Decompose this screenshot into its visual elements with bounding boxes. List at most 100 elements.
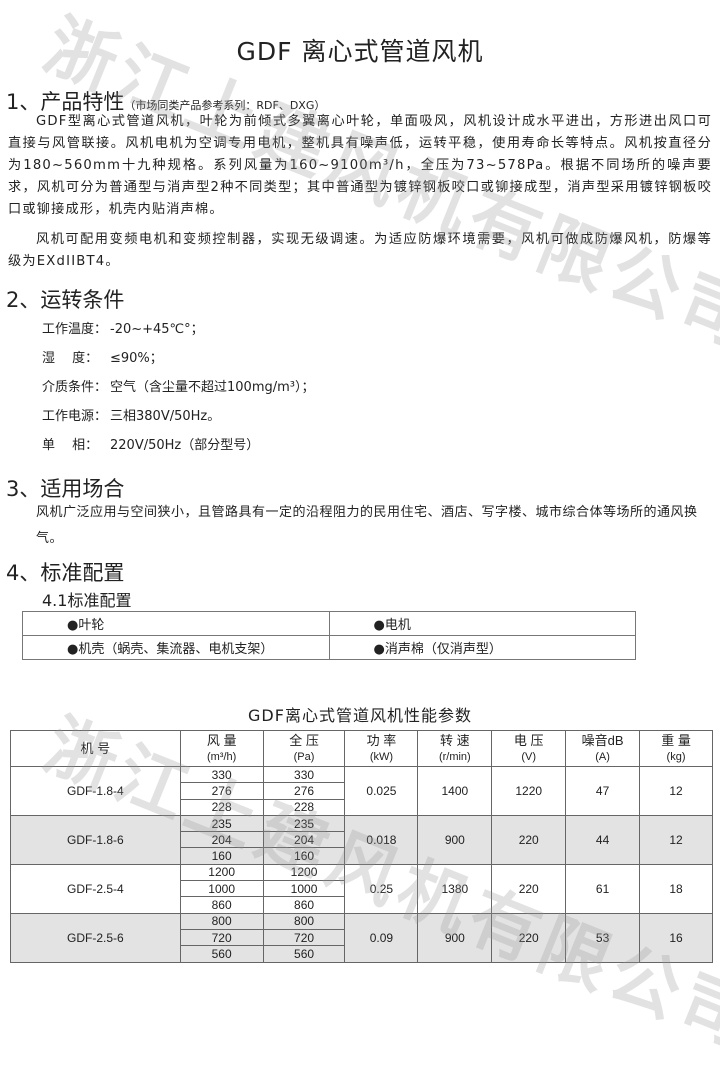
voltage-cell: 1220: [491, 766, 567, 816]
config-item: ●消声棉（仅消声型）: [328, 635, 636, 660]
header-label: 重 量: [661, 732, 691, 748]
power-cell: 0.025: [344, 766, 419, 816]
section-1-heading: 1、产品特性（市场同类产品参考系列：RDF、DXG）: [6, 86, 325, 116]
heading-text: 1、产品特性: [6, 90, 125, 114]
flow-cell: 1000: [179, 880, 264, 898]
flow-cell: 276: [179, 782, 264, 800]
condition-label: 介质条件：: [42, 380, 108, 395]
flow-cell: 160: [179, 847, 264, 865]
speed-cell: 900: [417, 912, 493, 963]
condition-value: ≤90%；: [110, 351, 163, 366]
column-header: 机 号: [10, 730, 181, 767]
condition-value: 220V/50Hz（部分型号）: [110, 438, 260, 453]
pressure-cell: 860: [262, 896, 346, 914]
noise-cell: 61: [565, 863, 641, 914]
pressure-cell: 235: [262, 814, 346, 833]
flow-cell: 204: [179, 831, 264, 849]
header-label: 噪音dB: [581, 732, 624, 748]
header-unit: (kW): [369, 750, 394, 763]
model-cell: GDF-1.8-6: [10, 814, 181, 865]
flow-cell: 800: [179, 912, 264, 930]
table-row: 560 560: [11, 945, 713, 963]
config-item: ●叶轮: [22, 611, 330, 636]
performance-table: 机 号 风 量 (m³/h) 全 压 (Pa) 功 率 (kW) 转 速 (r/min) 电 压 (…: [10, 730, 713, 963]
flow-cell: 235: [179, 814, 264, 833]
header-label: 风 量: [206, 732, 237, 748]
speed-cell: 1380: [417, 863, 493, 914]
power-cell: 0.018: [344, 814, 419, 865]
table-row: 204 204: [11, 831, 713, 849]
column-header: 功 率 (kW): [344, 730, 419, 767]
flow-cell: 228: [179, 798, 264, 816]
power-cell: 0.25: [344, 863, 419, 914]
header-label: 电 压: [513, 732, 544, 748]
table-row: 228 228: [11, 798, 713, 816]
page-title: GDF 离心式管道风机: [236, 37, 484, 66]
weight-cell: 12: [639, 766, 713, 816]
standard-config-table: ●叶轮 ●电机 ●机壳（蜗壳、集流器、电机支架） ●消声棉（仅消声型）: [22, 611, 636, 660]
header-label: 转 速: [440, 732, 470, 748]
table-row: 720 720: [11, 928, 713, 947]
table-row: GDF-2.5-4 1200 1200 0.25 1380 220 61 18: [10, 863, 713, 914]
section-3-heading: 3、适用场合: [6, 477, 125, 501]
header-unit: (A): [595, 750, 610, 763]
condition-item: 工作温度： -20~+45℃°；: [42, 318, 204, 337]
voltage-cell: 220: [491, 863, 567, 914]
flow-cell: 560: [179, 945, 264, 963]
condition-item: 单 相： 220V/50Hz（部分型号）: [42, 434, 259, 453]
header-unit: (m³/h): [206, 750, 237, 763]
condition-item: 湿 度： ≤90%；: [42, 347, 163, 366]
header-unit: (r/min): [438, 750, 471, 763]
condition-item: 工作电源： 三相380V/50Hz。: [42, 405, 220, 424]
noise-cell: 47: [565, 766, 641, 816]
table-row: GDF-2.5-6 800 800 0.09 900 220 53 16: [10, 912, 713, 963]
condition-item: 介质条件： 空气（含尘量不超过100mg/m³）；: [42, 376, 314, 395]
model-cell: GDF-2.5-4: [10, 863, 181, 914]
pressure-cell: 1000: [262, 880, 346, 898]
condition-label: 湿 度：: [42, 351, 99, 366]
pressure-cell: 1200: [262, 863, 346, 882]
weight-cell: 12: [639, 814, 713, 865]
header-label: 机 号: [80, 741, 111, 756]
condition-value: 空气（含尘量不超过100mg/m³）；: [110, 380, 315, 395]
table-row: 860 860: [11, 896, 713, 914]
condition-label: 单 相：: [42, 438, 99, 453]
noise-cell: 44: [565, 814, 641, 865]
pressure-cell: 800: [262, 912, 346, 930]
flow-cell: 1200: [179, 863, 264, 882]
config-item: ●机壳（蜗壳、集流器、电机支架）: [22, 635, 330, 660]
column-header: 电 压 (V): [491, 730, 567, 767]
pressure-cell: 228: [262, 798, 346, 816]
pressure-cell: 160: [262, 847, 346, 865]
header-unit: (V): [521, 750, 537, 763]
pressure-cell: 204: [262, 831, 346, 849]
table-row: GDF-1.8-4 330 330 0.025 1400 1220 47 12: [10, 765, 713, 816]
pressure-cell: 276: [262, 782, 346, 800]
voltage-cell: 220: [491, 912, 567, 963]
condition-value: 三相380V/50Hz。: [110, 409, 221, 424]
config-item: ●电机: [328, 611, 636, 636]
flow-cell: 720: [179, 928, 264, 947]
condition-label: 工作电源：: [42, 409, 108, 424]
column-header: 重 量 (kg): [639, 730, 713, 767]
section-4-heading: 4、标准配置: [6, 561, 125, 585]
performance-table-title: GDF离心式管道风机性能参数: [248, 706, 472, 725]
flow-cell: 330: [179, 765, 264, 784]
speed-cell: 1400: [417, 766, 493, 816]
model-cell: GDF-2.5-6: [10, 912, 181, 963]
section-1-paragraph-2: 风机可配用变频电机和变频控制器，实现无级调速。为适应防爆环境需要，风机可做成防爆…: [8, 232, 712, 269]
header-unit: (Pa): [293, 750, 315, 763]
section-1-paragraph-1: GDF型离心式管道风机，叶轮为前倾式多翼离心叶轮，单面吸风，风机设计成水平进出，…: [8, 114, 712, 217]
condition-label: 工作温度：: [42, 322, 108, 337]
noise-cell: 53: [565, 912, 641, 963]
header-label: 功 率: [366, 732, 397, 748]
pressure-cell: 720: [262, 928, 346, 947]
table-row: GDF-1.8-6 235 235 0.018 900 220 44 12: [10, 814, 713, 865]
section-3-paragraph: 风机广泛应用与空间狭小，且管路具有一定的沿程阻力的民用住宅、酒店、写字楼、城市综…: [36, 505, 698, 546]
section-2-heading: 2、运转条件: [6, 288, 125, 312]
column-header: 噪音dB (A): [565, 730, 641, 767]
weight-cell: 16: [639, 912, 713, 963]
section-4-1-heading: 4.1标准配置: [42, 591, 132, 610]
header-unit: (kg): [666, 750, 686, 763]
model-cell: GDF-1.8-4: [10, 766, 181, 816]
